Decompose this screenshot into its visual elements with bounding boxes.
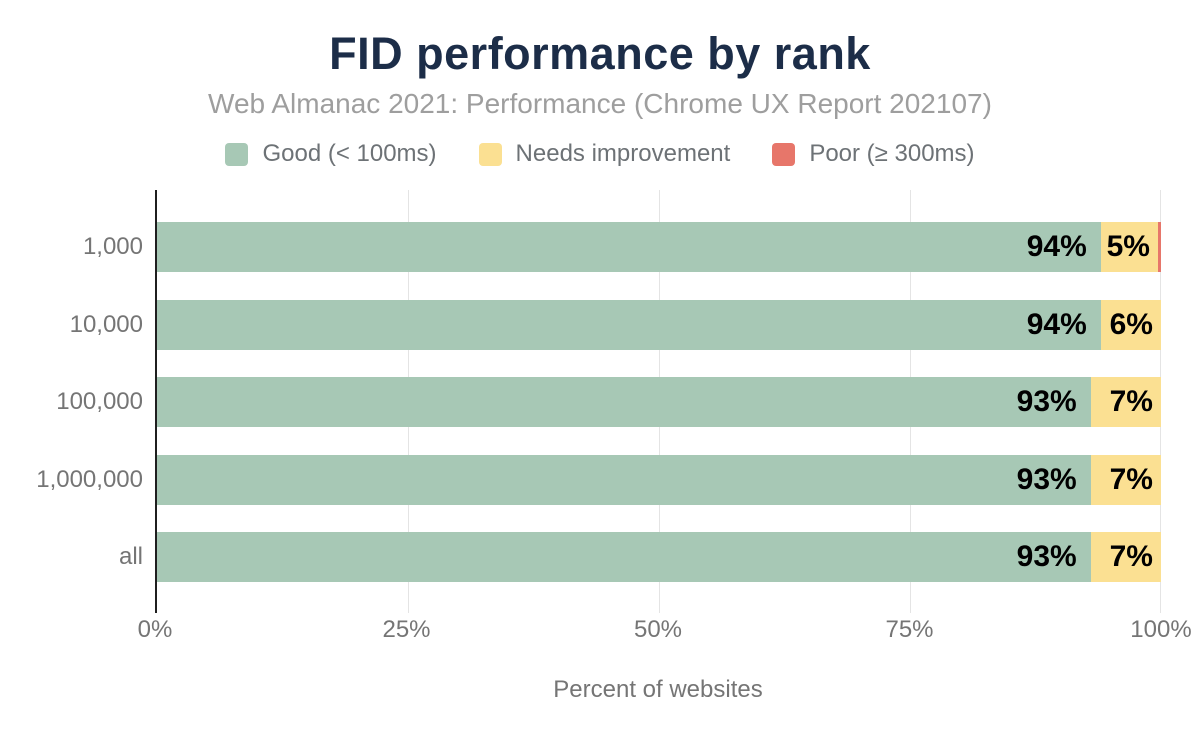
needs-improvement-swatch-icon — [478, 142, 502, 166]
bar-value-label: 7% — [1109, 540, 1153, 573]
chart-subtitle: Web Almanac 2021: Performance (Chrome UX… — [208, 88, 992, 119]
y-axis-label: 10,000 — [69, 311, 143, 338]
bar-row-100000: 93% 7% — [157, 377, 1161, 427]
y-axis-label: 1,000,000 — [36, 466, 143, 493]
bar-segment-needs-improvement: 6% — [1100, 300, 1161, 350]
bar-value-label: 93% — [1016, 385, 1077, 418]
bar-value-label: 93% — [1016, 540, 1077, 573]
bar-segment-needs-improvement: 7% — [1090, 532, 1161, 582]
x-tick-50: 50% — [633, 616, 683, 643]
plot-area: 94% 5% 94% 6% 93% 7% — [155, 190, 1161, 613]
bar-value-label: 94% — [1026, 230, 1087, 263]
bar-segment-needs-improvement: 7% — [1090, 377, 1161, 427]
poor-swatch-icon — [772, 142, 796, 166]
x-axis-title: Percent of websites — [553, 676, 763, 703]
bar-row-1000000: 93% 7% — [157, 455, 1161, 505]
bar-value-label: 7% — [1109, 463, 1153, 496]
bar-segment-good: 93% — [157, 532, 1091, 582]
bar-segment-good: 94% — [157, 300, 1101, 350]
x-tick-0: 0% — [137, 616, 173, 643]
x-tick-25: 25% — [382, 616, 431, 643]
y-axis-label: all — [118, 543, 143, 570]
legend-label-good: Good (< 100ms) — [262, 140, 437, 167]
bar-row-10000: 94% 6% — [157, 300, 1161, 350]
bar-value-label: 7% — [1109, 385, 1153, 418]
y-axis-label: 1,000 — [82, 233, 143, 260]
bar-value-label: 94% — [1026, 308, 1087, 341]
legend-item-poor: Poor (≥ 300ms) — [772, 140, 975, 168]
legend: Good (< 100ms) Needs improvement Poor (≥… — [0, 140, 1200, 168]
bar-value-label: 5% — [1106, 230, 1150, 263]
bar-row-all: 93% 7% — [157, 532, 1161, 582]
bar-segment-good: 94% — [157, 222, 1101, 272]
bar-segment-good: 93% — [157, 377, 1091, 427]
bar-segment-good: 93% — [157, 455, 1091, 505]
bar-value-label: 93% — [1016, 463, 1077, 496]
good-swatch-icon — [225, 142, 249, 166]
chart-title: FID performance by rank — [329, 28, 871, 79]
x-tick-75: 75% — [885, 616, 934, 643]
x-tick-100: 100% — [1130, 616, 1192, 643]
legend-item-needs-improvement: Needs improvement — [478, 140, 731, 168]
bar-segment-needs-improvement: 5% — [1100, 222, 1158, 272]
x-axis-ticks: 0% 25% 50% 75% 100% — [138, 616, 1192, 646]
y-axis-label: 100,000 — [56, 388, 143, 415]
legend-label-needs-improvement: Needs improvement — [515, 140, 731, 167]
bar-segment-needs-improvement: 7% — [1090, 455, 1161, 505]
bar-segment-poor — [1157, 222, 1161, 272]
zero-axis-tick — [155, 608, 157, 613]
legend-label-poor: Poor (≥ 300ms) — [809, 140, 975, 167]
bar-value-label: 6% — [1109, 308, 1153, 341]
y-axis-labels: 1,000 10,000 100,000 1,000,000 all — [0, 190, 143, 608]
legend-item-good: Good (< 100ms) — [225, 140, 437, 168]
bar-row-1000: 94% 5% — [157, 222, 1161, 272]
